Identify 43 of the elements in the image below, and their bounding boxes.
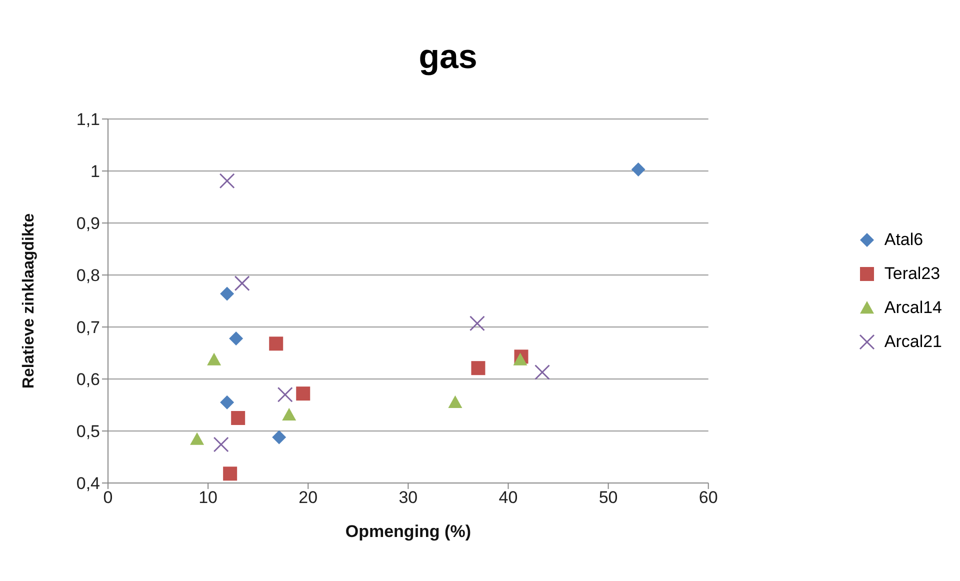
y-tick-label: 0,7 <box>76 318 100 338</box>
point <box>513 352 528 366</box>
y-tick-label: 1,1 <box>76 110 100 130</box>
x-tick-label: 0 <box>103 488 113 508</box>
point <box>471 361 486 376</box>
y-tick-label: 0,5 <box>76 422 100 442</box>
point <box>190 432 204 445</box>
y-axis-title: Relatieve zinklaagdikte <box>20 213 38 389</box>
y-tick-label: 0,8 <box>76 266 100 286</box>
point <box>296 386 310 401</box>
point <box>282 408 296 420</box>
x-tick-label: 60 <box>698 488 718 508</box>
point <box>469 316 485 332</box>
point <box>277 386 293 402</box>
x-tick-label: 40 <box>498 488 518 508</box>
point <box>229 331 244 346</box>
point <box>234 276 250 292</box>
legend-label: Teral23 <box>884 264 940 284</box>
x-tick-label: 10 <box>198 488 218 508</box>
point <box>272 430 286 444</box>
chart-title: gas <box>418 38 478 77</box>
point <box>220 286 234 301</box>
y-tick-label: 1 <box>90 162 100 182</box>
x-tick-label: 50 <box>598 488 618 508</box>
point <box>631 162 646 176</box>
x-tick-label: 30 <box>398 488 418 508</box>
point <box>223 466 238 481</box>
y-tick-label: 0,4 <box>76 474 100 494</box>
point <box>220 395 234 410</box>
point <box>213 436 229 452</box>
y-tick-label: 0,9 <box>76 214 100 234</box>
point <box>534 364 550 380</box>
y-tick-label: 0,6 <box>76 370 100 390</box>
legend-label: Arcal21 <box>884 332 942 352</box>
x-axis-title: Opmenging (%) <box>345 522 471 541</box>
point <box>448 395 462 408</box>
x-tick-label: 20 <box>298 488 318 508</box>
legend-label: Arcal14 <box>884 298 942 318</box>
point <box>269 336 284 351</box>
point <box>231 411 246 425</box>
point <box>207 352 222 366</box>
point <box>219 173 235 189</box>
legend-label: Atal6 <box>884 230 924 250</box>
